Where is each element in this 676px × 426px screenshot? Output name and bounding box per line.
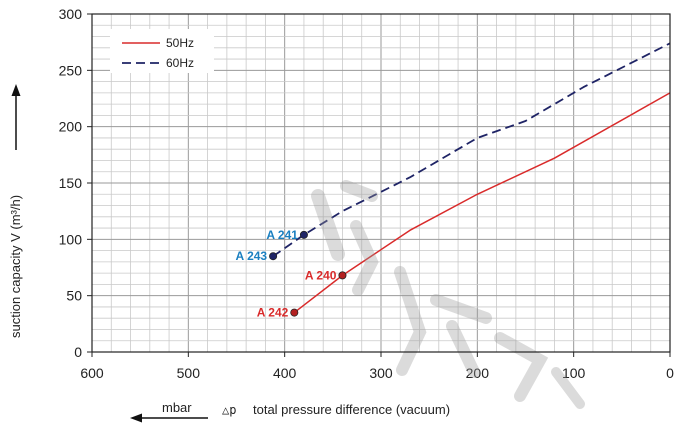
x-tick-label: 200 [466,365,490,381]
watermark [311,180,585,409]
y-tick-label: 300 [59,6,83,22]
plot-frame [91,13,671,353]
y-tick-label: 150 [59,175,83,191]
x-tick-label: 300 [369,365,393,381]
x-tick-label: 0 [666,365,674,381]
x-tick-label: 600 [80,365,104,381]
point-label: A 242 [257,306,289,320]
y-tick-label: 50 [66,288,82,304]
legend-label-60hz: 60Hz [166,56,194,70]
x-axis-title-group: mbar △p total pressure difference (vacuu… [130,400,450,423]
x-tick-label: 500 [177,365,201,381]
point-marker [338,271,347,280]
y-tick-label: 100 [59,231,83,247]
y-axis-title-group: suction capacity V (m³/h) [8,84,23,338]
point-markers: A 241 A 243 A 240 A 242 [236,228,347,320]
x-axis-delta-symbol: △p [222,403,236,417]
y-tick-label: 200 [59,119,83,135]
series-layer [272,42,671,314]
series-line-60hz [272,42,671,257]
y-axis-arrow-head [11,84,21,96]
point-marker [299,230,308,239]
point-marker [290,308,299,317]
legend-label-50hz: 50Hz [166,36,194,50]
y-axis-title: suction capacity V (m³/h) [8,195,23,338]
y-tick-label: 250 [59,62,83,78]
point-label: A 243 [236,249,268,263]
x-tick-label: 400 [273,365,297,381]
x-axis-unit: mbar [162,400,192,415]
x-tick-label: 100 [562,365,586,381]
x-axis-title: total pressure difference (vacuum) [253,402,450,417]
point-marker [269,252,278,261]
legend-box [110,29,214,73]
y-tick-label: 0 [74,344,82,360]
series-line-50hz [293,92,671,314]
tick-labels: 600 500 400 300 200 100 0 0 50 100 150 200 250 300 [59,6,674,381]
point-label: A 241 [266,228,298,242]
point-label: A 240 [305,268,337,282]
legend: 50Hz 60Hz [110,29,214,73]
x-axis-arrow-head [130,413,142,423]
